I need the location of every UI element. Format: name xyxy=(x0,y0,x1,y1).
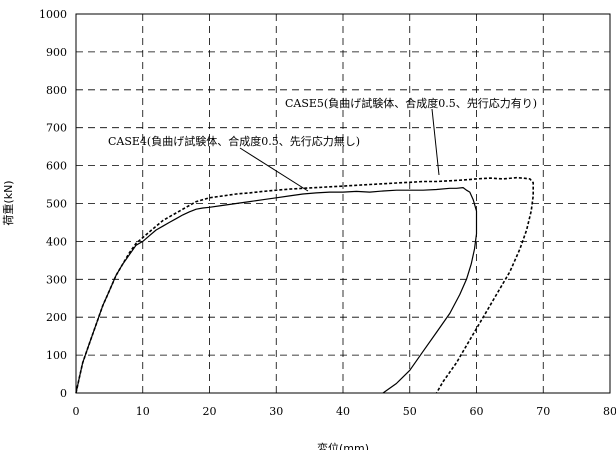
y-tick-label: 500 xyxy=(46,198,67,211)
y-tick-label: 0 xyxy=(60,387,67,400)
x-tick-label: 30 xyxy=(269,405,283,418)
x-tick-label: 50 xyxy=(403,405,417,418)
annotations: CASE5(負曲げ試験体、合成度0.5、先行応力有り) CASE4(負曲げ試験体、… xyxy=(108,96,537,192)
annotation-leader-line xyxy=(431,108,440,176)
y-tick-label: 200 xyxy=(46,311,67,324)
y-tick-label: 300 xyxy=(46,273,67,286)
x-tick-label: 80 xyxy=(603,405,616,418)
series-layer xyxy=(75,176,535,394)
annotation-label: CASE5(負曲げ試験体、合成度0.5、先行応力有り) xyxy=(285,96,537,110)
y-tick-labels: 0 100 200 300 400 500 600 700 800 900 1000 xyxy=(39,8,67,400)
x-tick-label: 0 xyxy=(73,405,80,418)
x-axis-label: 変位(mm) xyxy=(317,441,369,450)
y-tick-label: 800 xyxy=(46,84,67,97)
y-axis-label: 荷重(kN) xyxy=(1,180,15,225)
y-tick-label: 400 xyxy=(46,235,67,248)
x-tick-label: 70 xyxy=(536,405,550,418)
y-tick-label: 900 xyxy=(46,46,67,59)
grid xyxy=(76,14,610,393)
x-tick-labels: 0 10 20 30 40 50 60 70 80 xyxy=(73,405,616,418)
x-tick-label: 60 xyxy=(470,405,484,418)
annotation-label: CASE4(負曲げ試験体、合成度0.5、先行応力無し) xyxy=(108,134,360,148)
y-tick-label: 100 xyxy=(46,349,67,362)
y-tick-label: 600 xyxy=(46,160,67,173)
x-tick-label: 40 xyxy=(336,405,350,418)
x-tick-label: 20 xyxy=(203,405,217,418)
plot-frame xyxy=(75,13,611,394)
annotation-leader-line xyxy=(239,147,309,192)
y-tick-label: 1000 xyxy=(39,8,67,21)
x-tick-label: 10 xyxy=(136,405,150,418)
y-tick-label: 700 xyxy=(46,122,67,135)
series-line-case5 xyxy=(75,176,535,394)
series-line-case4 xyxy=(75,187,478,394)
